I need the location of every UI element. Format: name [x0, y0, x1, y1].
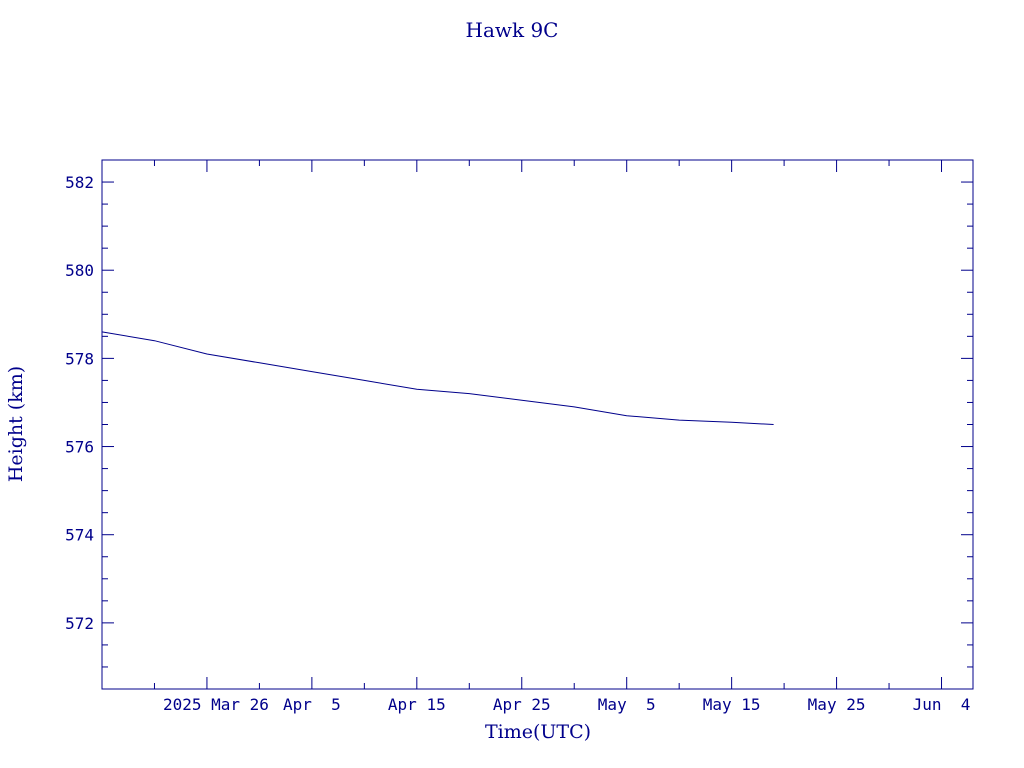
- x-tick-label: Apr 25: [493, 695, 551, 714]
- x-tick-label: Apr 15: [388, 695, 446, 714]
- y-tick-label: 576: [65, 438, 94, 457]
- x-tick-label: 2025 Mar 26: [163, 695, 269, 714]
- series-line: [101, 331, 774, 425]
- y-tick-label: 578: [65, 349, 94, 368]
- x-tick-label: Apr 5: [283, 695, 341, 714]
- y-tick-label: 572: [65, 614, 94, 633]
- y-tick-label: 574: [65, 526, 94, 545]
- x-axis-label: Time(UTC): [485, 721, 591, 743]
- y-tick-label: 582: [65, 173, 94, 192]
- x-axis: 2025 Mar 26 Apr 5 Apr 15 Apr 25 May 5 May 15 M…: [101, 160, 971, 714]
- x-tick-label: May 5: [598, 695, 656, 714]
- x-tick-label: May 15: [703, 695, 761, 714]
- y-axis-label: Height (km): [5, 366, 27, 482]
- x-tick-label: May 25: [808, 695, 866, 714]
- y-tick-label: 580: [65, 261, 94, 280]
- plot-frame: [101, 159, 974, 690]
- y-axis: 572 574 576 578 580 582: [65, 159, 973, 690]
- x-tick-label: Jun 4: [913, 695, 971, 714]
- chart-title: Hawk 9C: [466, 18, 559, 42]
